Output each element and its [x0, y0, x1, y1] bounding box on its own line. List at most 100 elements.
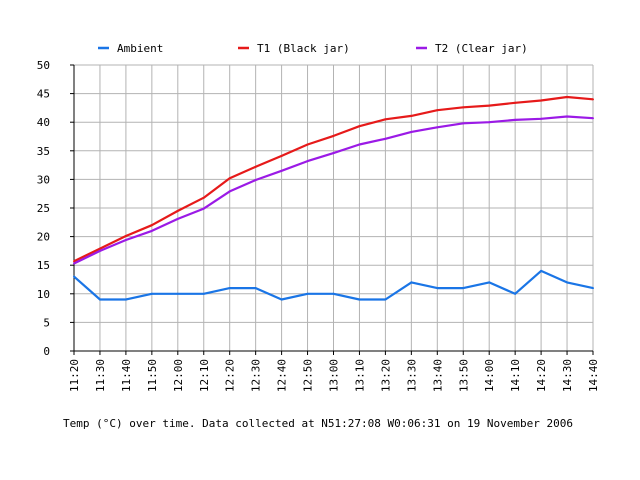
x-tick-label: 11:50 [146, 359, 159, 392]
x-tick-label: 14:10 [509, 359, 522, 392]
y-tick-label: 35 [37, 145, 50, 158]
data-point [98, 249, 101, 252]
legend-label: Ambient [117, 42, 163, 55]
data-point [176, 209, 179, 212]
x-tick-label: 13:40 [431, 359, 444, 392]
data-point [150, 292, 153, 295]
data-point [488, 281, 491, 284]
data-point [332, 152, 335, 155]
y-tick-label: 10 [37, 288, 50, 301]
data-point [228, 177, 231, 180]
data-point [488, 121, 491, 124]
x-tick-label: 13:20 [379, 359, 392, 392]
data-point [176, 217, 179, 220]
grid [73, 64, 594, 352]
data-point [566, 96, 569, 99]
x-tick-label: 13:00 [328, 359, 341, 392]
data-point [202, 207, 205, 210]
y-tick-label: 30 [37, 173, 50, 186]
x-tick-label: 14:30 [561, 359, 574, 392]
y-tick-label: 40 [37, 116, 50, 129]
data-point [202, 196, 205, 199]
data-point [592, 287, 594, 290]
data-point [436, 126, 439, 129]
data-point [254, 287, 257, 290]
data-point [280, 169, 283, 172]
x-tick-label: 12:20 [224, 359, 237, 392]
data-point [540, 117, 543, 120]
data-point [358, 125, 361, 128]
data-point [176, 292, 179, 295]
data-point [410, 114, 413, 117]
axes: 0 5 10 15 20 25 30 35 40 45 50 11:20 11:30 11:40 11:50… [37, 59, 600, 392]
x-tick-label: 12:00 [172, 359, 185, 392]
data-point [124, 235, 127, 238]
data-point [540, 99, 543, 102]
x-tick-label: 11:20 [68, 359, 81, 392]
data-point [566, 115, 569, 118]
data-point [540, 269, 543, 272]
data-point [98, 247, 101, 250]
data-point [306, 143, 309, 146]
x-tick-label: 12:40 [276, 359, 289, 392]
data-point [228, 190, 231, 193]
data-point [358, 298, 361, 301]
x-tick-label: 12:50 [302, 359, 315, 392]
data-point [462, 122, 465, 125]
data-point [124, 239, 127, 242]
data-point [280, 298, 283, 301]
data-point [514, 292, 517, 295]
data-point [254, 165, 257, 168]
data-point [306, 160, 309, 163]
y-tick-label: 45 [37, 88, 50, 101]
data-point [280, 154, 283, 157]
data-point [514, 101, 517, 104]
data-point [73, 275, 75, 278]
data-point [358, 143, 361, 146]
data-point [73, 260, 75, 263]
data-point [124, 298, 127, 301]
x-tick-label: 13:30 [405, 359, 418, 392]
x-tick-label: 13:50 [457, 359, 470, 392]
x-tick-label: 14:00 [483, 359, 496, 392]
data-point [436, 287, 439, 290]
data-point [332, 134, 335, 137]
x-tick-label: 14:40 [587, 359, 600, 392]
data-point [306, 292, 309, 295]
data-point [566, 281, 569, 284]
x-tick-label: 12:30 [250, 359, 263, 392]
data-point [436, 109, 439, 112]
data-point [202, 292, 205, 295]
y-tick-label: 25 [37, 202, 50, 215]
data-point [514, 118, 517, 121]
data-point [228, 287, 231, 290]
data-point [73, 262, 75, 265]
legend-label: T2 (Clear jar) [435, 42, 528, 55]
legend-label: T1 (Black jar) [257, 42, 350, 55]
data-point [462, 287, 465, 290]
data-point [592, 117, 594, 120]
y-tick-label: 5 [43, 316, 50, 329]
data-point [384, 118, 387, 121]
x-tick-label: 13:10 [353, 359, 366, 392]
data-point [332, 292, 335, 295]
data-point [462, 106, 465, 109]
data-point [384, 298, 387, 301]
data-point [384, 137, 387, 140]
data-point [254, 178, 257, 181]
data-point [98, 298, 101, 301]
data-point [410, 281, 413, 284]
y-tick-label: 50 [37, 59, 50, 72]
data-point [592, 98, 594, 101]
data-point [150, 224, 153, 227]
data-point [150, 229, 153, 232]
y-tick-label: 0 [43, 345, 50, 358]
x-tick-label: 11:30 [94, 359, 107, 392]
legend: Ambient T1 (Black jar) T2 (Clear jar) [98, 42, 528, 55]
data-point [410, 130, 413, 133]
chart-caption: Temp (°C) over time. Data collected at N… [63, 417, 573, 430]
x-tick-label: 12:10 [198, 359, 211, 392]
y-tick-label: 20 [37, 231, 50, 244]
x-tick-label: 11:40 [120, 359, 133, 392]
